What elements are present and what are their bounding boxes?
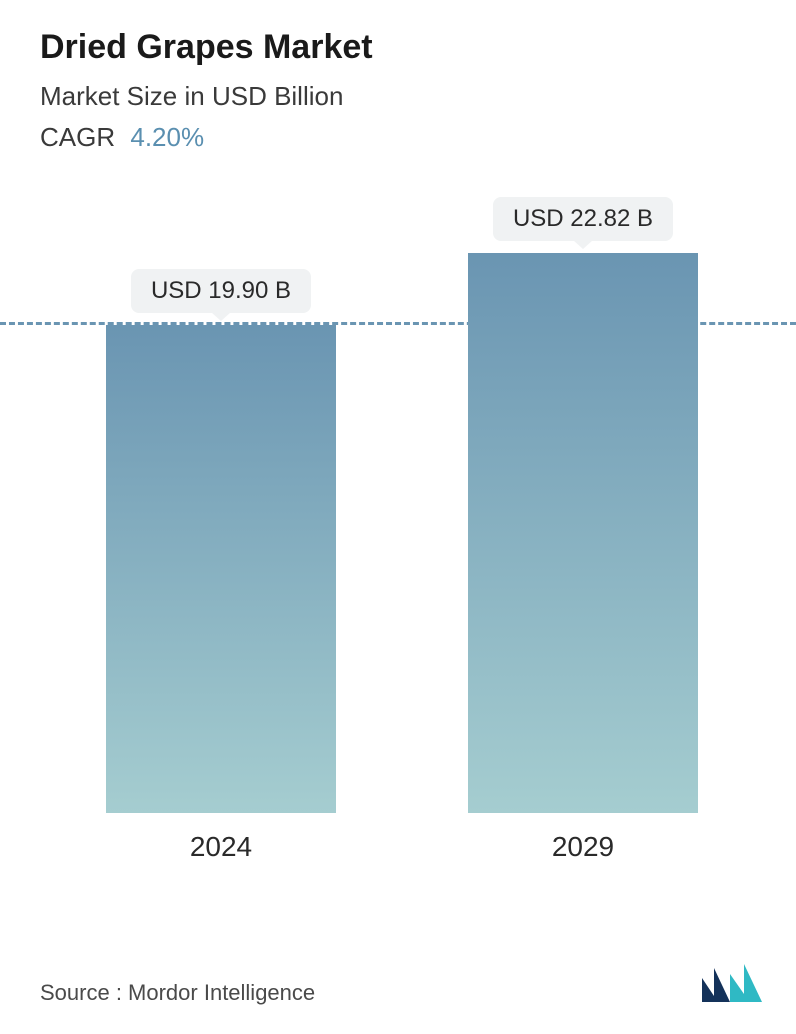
brand-logo-icon (700, 962, 764, 1006)
x-axis-label: 2024 (101, 831, 341, 863)
value-label: USD 22.82 B (493, 197, 673, 241)
chart-footer: Source : Mordor Intelligence (40, 962, 764, 1006)
value-label: USD 19.90 B (131, 269, 311, 313)
cagr-value: 4.20% (130, 122, 204, 152)
source-text: Source : Mordor Intelligence (40, 980, 315, 1006)
cagr-row: CAGR 4.20% (40, 122, 764, 153)
x-axis-label: 2029 (463, 831, 703, 863)
chart-container: Dried Grapes Market Market Size in USD B… (0, 0, 796, 1034)
bar-column: USD 19.90 B (101, 269, 341, 813)
bar (106, 325, 336, 813)
chart-plot-area: USD 19.90 BUSD 22.82 B 2024 2029 (40, 203, 764, 863)
bars-group: USD 19.90 BUSD 22.82 B (40, 203, 764, 813)
chart-subtitle: Market Size in USD Billion (40, 81, 764, 112)
cagr-label: CAGR (40, 122, 115, 152)
bar-column: USD 22.82 B (463, 197, 703, 813)
bar (468, 253, 698, 813)
chart-title: Dried Grapes Market (40, 28, 764, 67)
x-axis: 2024 2029 (40, 831, 764, 863)
